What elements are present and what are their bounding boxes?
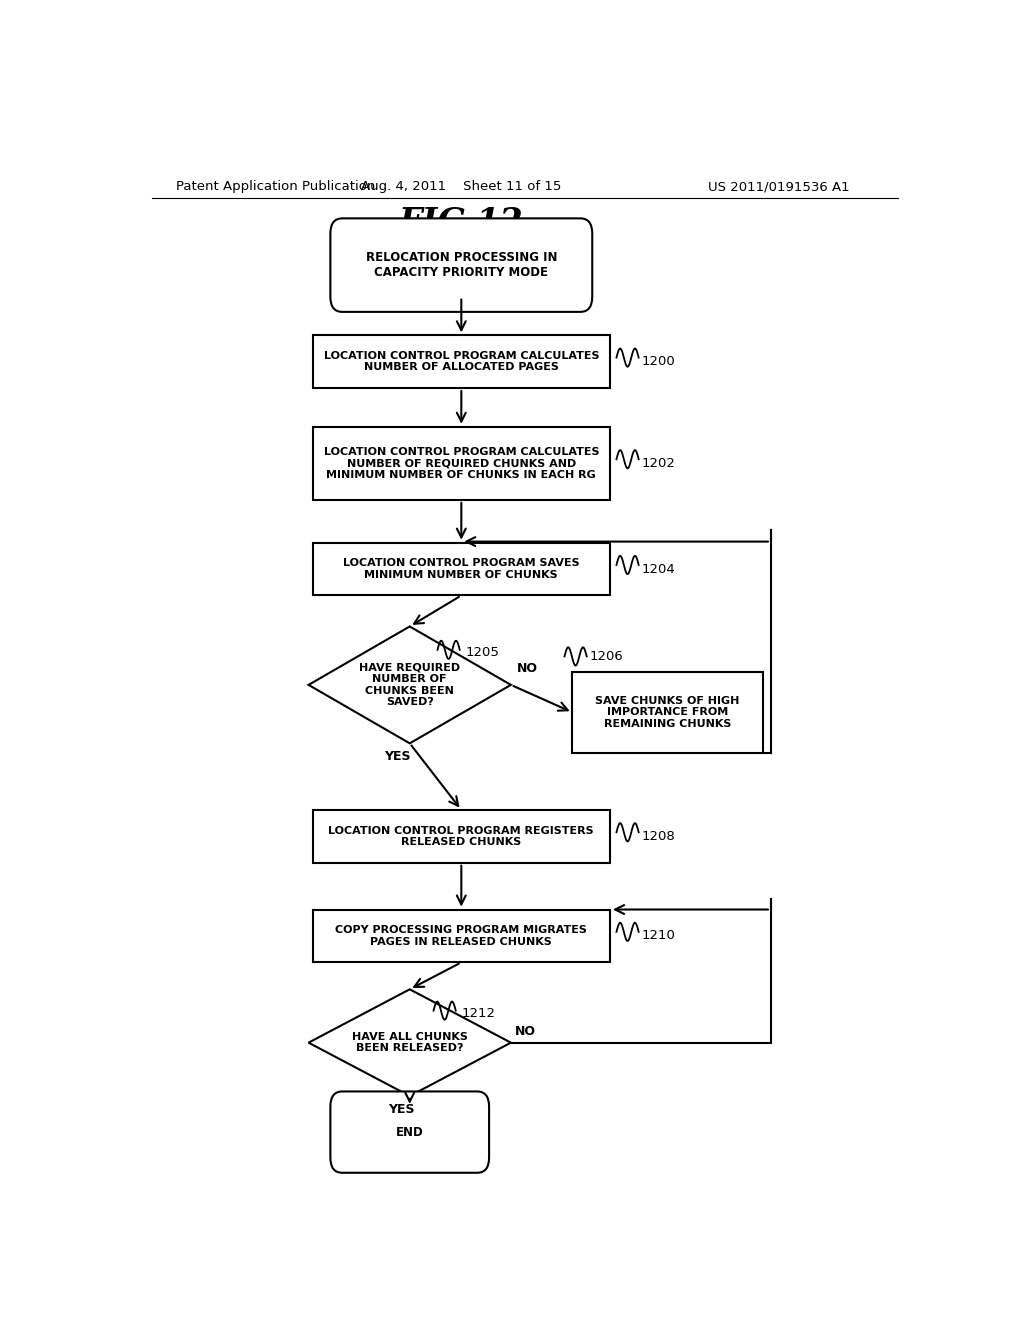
Text: Aug. 4, 2011    Sheet 11 of 15: Aug. 4, 2011 Sheet 11 of 15	[361, 181, 561, 193]
Text: Patent Application Publication: Patent Application Publication	[176, 181, 375, 193]
Text: HAVE ALL CHUNKS
BEEN RELEASED?: HAVE ALL CHUNKS BEEN RELEASED?	[352, 1032, 468, 1053]
Text: LOCATION CONTROL PROGRAM CALCULATES
NUMBER OF ALLOCATED PAGES: LOCATION CONTROL PROGRAM CALCULATES NUMB…	[324, 351, 599, 372]
Text: 1202: 1202	[642, 457, 676, 470]
Text: END: END	[396, 1126, 424, 1139]
Text: NO: NO	[517, 661, 539, 675]
Bar	[312, 810, 610, 863]
Text: 1205: 1205	[465, 647, 499, 659]
FancyBboxPatch shape	[331, 218, 592, 312]
FancyBboxPatch shape	[331, 1092, 489, 1172]
Text: 1212: 1212	[461, 1007, 496, 1020]
Text: SAVE CHUNKS OF HIGH
IMPORTANCE FROM
REMAINING CHUNKS: SAVE CHUNKS OF HIGH IMPORTANCE FROM REMA…	[596, 696, 739, 729]
Bar	[312, 335, 610, 388]
Text: 1204: 1204	[642, 562, 676, 576]
Text: US 2011/0191536 A1: US 2011/0191536 A1	[708, 181, 850, 193]
Text: 1200: 1200	[642, 355, 676, 368]
Text: LOCATION CONTROL PROGRAM CALCULATES
NUMBER OF REQUIRED CHUNKS AND
MINIMUM NUMBER: LOCATION CONTROL PROGRAM CALCULATES NUMB…	[324, 446, 599, 480]
Text: COPY PROCESSING PROGRAM MIGRATES
PAGES IN RELEASED CHUNKS: COPY PROCESSING PROGRAM MIGRATES PAGES I…	[336, 925, 587, 946]
Text: LOCATION CONTROL PROGRAM REGISTERS
RELEASED CHUNKS: LOCATION CONTROL PROGRAM REGISTERS RELEA…	[329, 825, 594, 847]
Text: HAVE REQUIRED
NUMBER OF
CHUNKS BEEN
SAVED?: HAVE REQUIRED NUMBER OF CHUNKS BEEN SAVE…	[359, 663, 461, 708]
Text: 1208: 1208	[642, 830, 676, 843]
Text: NO: NO	[515, 1024, 536, 1038]
Polygon shape	[308, 627, 511, 743]
Text: YES: YES	[385, 751, 411, 763]
Text: 1210: 1210	[642, 929, 676, 942]
Bar	[572, 672, 763, 752]
Text: FIG.12: FIG.12	[399, 206, 523, 239]
Text: LOCATION CONTROL PROGRAM SAVES
MINIMUM NUMBER OF CHUNKS: LOCATION CONTROL PROGRAM SAVES MINIMUM N…	[343, 558, 580, 579]
Text: YES: YES	[388, 1104, 415, 1117]
Text: 1206: 1206	[590, 649, 624, 663]
Text: RELOCATION PROCESSING IN
CAPACITY PRIORITY MODE: RELOCATION PROCESSING IN CAPACITY PRIORI…	[366, 251, 557, 279]
Polygon shape	[308, 989, 511, 1096]
Bar	[312, 543, 610, 595]
Bar	[312, 909, 610, 962]
Bar	[312, 426, 610, 500]
